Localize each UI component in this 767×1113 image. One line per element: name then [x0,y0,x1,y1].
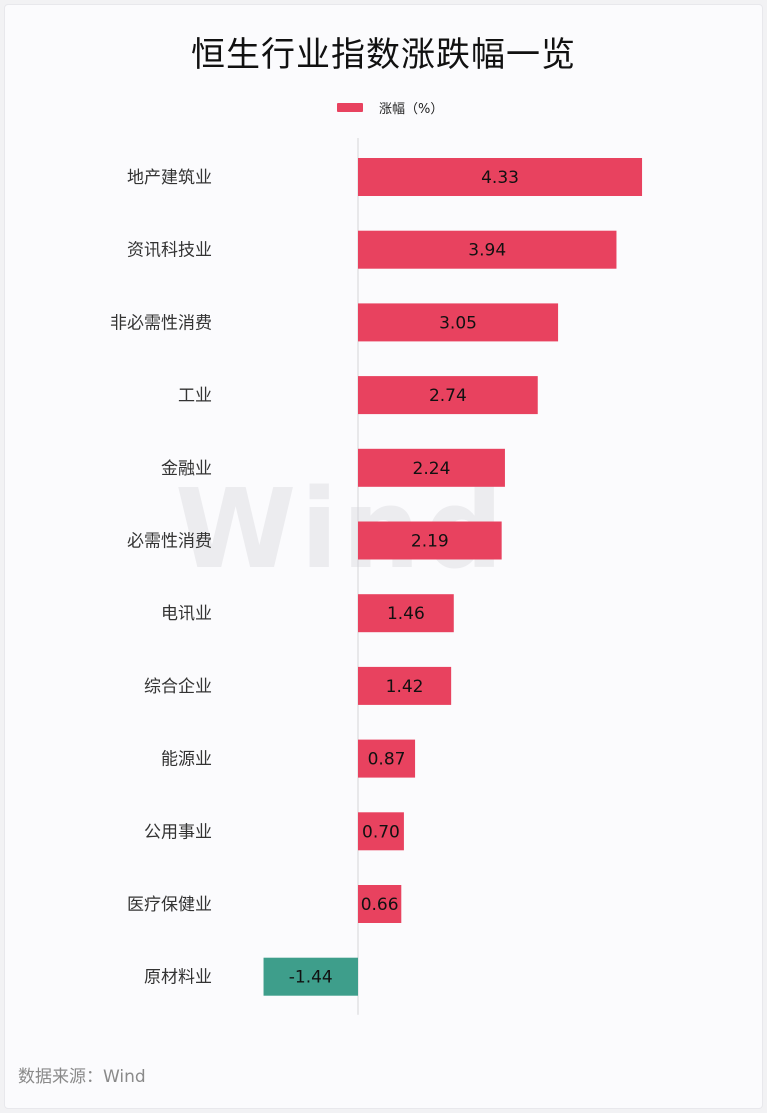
bar-6 [358,594,454,633]
bar-value-label: 2.74 [429,386,467,406]
bar-value-label: 1.46 [387,604,425,624]
data-source: 数据来源：Wind [18,1067,146,1087]
bar-3 [358,376,538,415]
legend: 涨幅（%） [337,97,443,117]
bar-value-label: 0.70 [362,822,400,842]
bar-10 [358,885,402,923]
category-label: 工业 [178,386,212,406]
bar-value-label: 2.19 [411,532,449,552]
bar-11 [263,957,358,996]
bar-2 [358,303,559,342]
category-label: 公用事业 [144,822,212,842]
bar-value-label: 0.87 [368,750,406,770]
bar-0 [358,158,643,196]
bar-value-label: 2.24 [413,459,451,479]
legend-label: 涨幅（%） [379,101,444,117]
bar-9 [358,812,404,851]
category-label: 电讯业 [161,604,212,624]
bar-value-label: 3.05 [439,313,477,333]
category-label: 必需性消费 [127,532,212,552]
category-label: 金融业 [161,459,212,479]
bar-value-label: 1.42 [386,677,424,697]
chart-title: 恒生行业指数涨跌幅一览 [191,35,576,75]
bar-value-label: 4.33 [481,168,519,188]
legend-swatch [337,102,363,112]
category-label: 能源业 [161,750,212,770]
bar-value-label: 0.66 [361,895,399,915]
bar-1 [358,230,617,269]
category-label: 非必需性消费 [110,313,212,333]
category-label: 医疗保健业 [127,895,212,915]
category-label: 地产建筑业 [127,168,212,188]
category-label: 综合企业 [144,677,212,697]
bar-5 [358,521,502,560]
bar-7 [358,666,452,705]
bar-8 [358,739,416,778]
bar-4 [358,448,505,487]
category-label: 原材料业 [144,968,212,988]
category-label: 资讯科技业 [127,241,212,261]
bar-value-label: 3.94 [468,241,506,261]
bar-value-label: -1.44 [289,968,333,988]
